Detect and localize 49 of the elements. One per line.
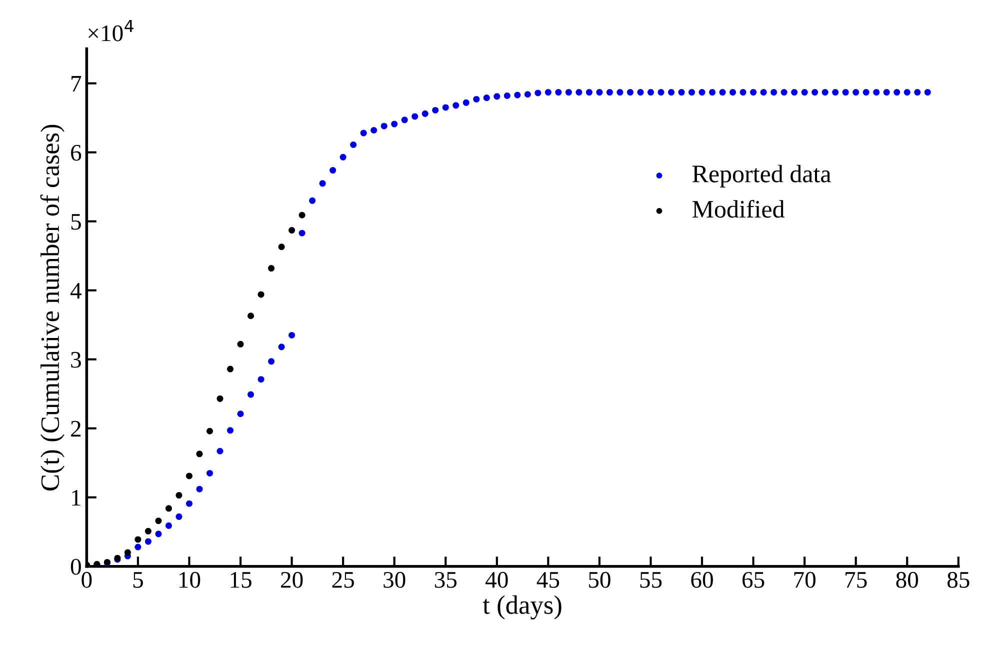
x-tick-label: 40 [486,572,508,588]
point [144,528,152,534]
point [278,244,285,250]
point [248,312,254,320]
point [206,428,214,434]
point [216,395,224,402]
point [298,212,306,218]
legend-label: Reported data [692,164,831,188]
point [258,291,264,298]
x-tick-label: 80 [896,572,918,588]
x-tick-label: 5 [133,572,143,588]
y-tick-label: 7 [72,76,82,92]
x-tick-label: 75 [846,572,867,588]
y-tick-label: 0 [70,558,81,575]
point [176,492,182,499]
x-tick-label: 85 [948,572,970,588]
x-tick-label: 20 [281,572,303,588]
point [124,549,131,556]
point [237,340,244,348]
x-tick-label: 0 [82,572,92,588]
y-tick-label: 6 [71,144,82,161]
x-tick-label: 70 [794,572,816,588]
point [186,472,192,480]
x-tick-label: 25 [332,572,354,588]
text: ×10$^{4}$ [88,20,134,42]
point [134,536,142,543]
point [165,505,172,512]
x-tick-label: 60 [691,572,713,588]
x-tick-label: 15 [230,572,252,588]
point [288,227,296,234]
point [155,518,162,524]
x-tick-label: 30 [384,572,406,588]
y-axis-title: C(t) (Cumulative number of cases) [40,124,64,490]
y-tick-label: 5 [71,214,81,230]
point [227,366,234,372]
x-tick-label: 45 [536,572,560,588]
point [268,265,275,272]
x-axis-title: t (days) [482,595,562,620]
legend-label: Modified [692,200,785,218]
y-tick-label: 3 [71,352,81,368]
point [196,450,203,458]
x-tick-label: 50 [589,572,610,588]
y-tick-label: 4 [70,282,82,299]
x-tick-label: 65 [742,572,764,588]
y-tick-label: 2 [71,420,81,437]
x-tick-label: 35 [434,572,457,588]
x-tick-label: 10 [180,572,200,588]
y-tick-label: 1 [72,490,80,506]
x-tick-label: 55 [640,572,662,588]
